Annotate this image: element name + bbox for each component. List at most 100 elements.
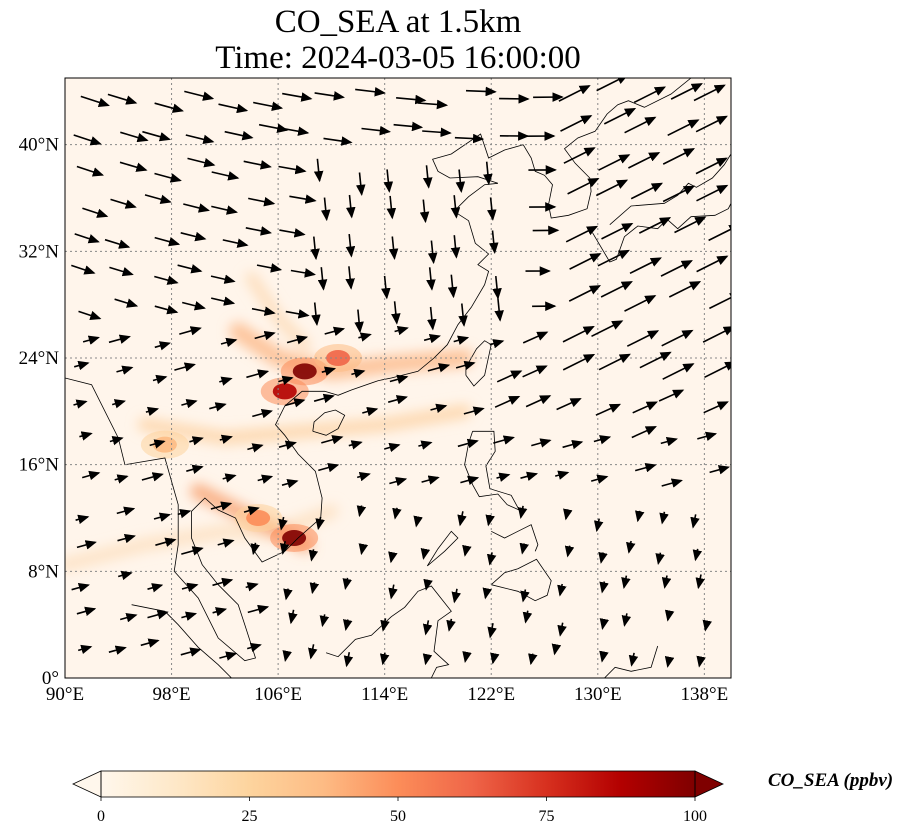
latitude-tick-label: 24°N	[19, 348, 60, 369]
wind-arrow	[319, 614, 330, 628]
wind-arrow	[522, 610, 533, 624]
wind-arrow	[183, 203, 210, 213]
wind-arrow	[317, 267, 328, 291]
wind-arrow	[289, 194, 317, 204]
wind-arrow	[563, 508, 573, 521]
wind-arrow	[355, 86, 386, 97]
wind-arrow	[664, 609, 675, 622]
wind-arrow	[80, 95, 110, 107]
wind-arrow	[110, 198, 137, 209]
wind-arrow	[219, 651, 238, 661]
wind-arrow	[483, 161, 493, 186]
wind-arrow	[250, 542, 260, 556]
longitude-tick-label: 114°E	[361, 684, 408, 705]
wind-arrow	[696, 655, 706, 668]
wind-arrow	[660, 260, 693, 277]
wind-arrow	[450, 195, 461, 219]
wind-arrow	[702, 326, 731, 343]
wind-arrow	[82, 335, 100, 345]
wind-arrow	[655, 552, 665, 565]
wind-arrow	[387, 395, 408, 405]
wind-arrow	[463, 406, 485, 416]
wind-arrow	[73, 134, 102, 146]
wind-arrow	[674, 216, 707, 234]
wind-arrow	[427, 363, 451, 373]
wind-arrow	[692, 548, 703, 562]
wind-arrow	[315, 516, 325, 531]
wind-arrow	[658, 389, 685, 402]
colorbar-tick-label: 0	[97, 808, 105, 825]
wind-arrow	[290, 268, 316, 278]
wind-arrow	[116, 506, 136, 516]
coastline	[312, 409, 346, 436]
wind-arrow	[245, 226, 272, 236]
wind-arrow	[621, 613, 632, 627]
wind-arrow	[222, 238, 249, 248]
wind-arrow	[252, 409, 273, 419]
wind-arrow	[525, 395, 552, 408]
wind-arrow	[593, 518, 604, 533]
wind-arrow	[79, 431, 93, 441]
wind-arrow	[703, 401, 729, 414]
wind-arrow	[358, 332, 372, 342]
wind-arrow	[384, 442, 401, 453]
wind-arrow	[598, 154, 631, 171]
wind-arrow	[601, 222, 634, 240]
wind-arrow	[107, 93, 138, 105]
coastline	[491, 524, 539, 552]
wind-arrow	[379, 652, 390, 666]
wind-arrow	[324, 326, 346, 336]
wind-arrow	[630, 182, 664, 200]
wind-arrow	[153, 512, 171, 522]
wind-arrow	[639, 351, 672, 369]
wind-arrow	[383, 169, 394, 193]
wind-arrow	[154, 275, 179, 285]
wind-arrow	[222, 473, 237, 483]
wind-arrow	[211, 296, 236, 306]
wind-arrow	[181, 582, 199, 593]
wind-arrow	[120, 131, 149, 143]
wind-arrow	[152, 374, 168, 385]
wind-arrow	[278, 440, 297, 450]
wind-arrow	[662, 363, 695, 380]
wind-arrow	[154, 341, 171, 351]
wind-arrow	[603, 107, 637, 125]
longitude-tick-label: 90°E	[46, 684, 84, 705]
wind-arrow	[708, 224, 731, 242]
wind-arrow	[351, 368, 366, 379]
wind-arrow	[389, 374, 409, 384]
wind-arrow	[73, 360, 90, 371]
wind-arrow	[77, 644, 93, 655]
wind-arrow	[258, 123, 289, 133]
colorbar: 0 25 50 75 100	[72, 770, 724, 825]
wind-arrow	[427, 240, 438, 265]
wind-arrow	[186, 464, 204, 474]
wind-arrow	[389, 476, 408, 487]
wind-arrow	[635, 510, 645, 523]
wind-arrow	[633, 86, 667, 104]
wind-arrow	[211, 171, 240, 181]
wind-arrow	[562, 439, 584, 450]
wind-arrow	[73, 399, 88, 409]
colorbar-extend-max	[694, 770, 724, 798]
wind-arrow	[180, 231, 207, 242]
wind-arrow	[108, 645, 127, 655]
wind-arrow	[422, 127, 452, 138]
wind-arrow	[447, 274, 458, 299]
wind-arrow	[458, 303, 468, 327]
wind-arrow	[309, 582, 320, 595]
wind-arrow	[599, 618, 610, 630]
wind-arrow	[219, 376, 233, 386]
co-hotspots	[140, 344, 363, 552]
wind-arrow	[381, 275, 391, 300]
wind-arrow	[392, 507, 402, 520]
wind-arrow	[278, 164, 307, 175]
wind-arrow	[454, 133, 485, 144]
wind-arrow	[496, 472, 511, 482]
wind-arrow	[281, 478, 299, 489]
wind-arrow	[109, 436, 124, 446]
wind-arrow	[598, 551, 608, 564]
wind-arrow	[457, 511, 467, 527]
wind-arrow	[567, 177, 600, 195]
